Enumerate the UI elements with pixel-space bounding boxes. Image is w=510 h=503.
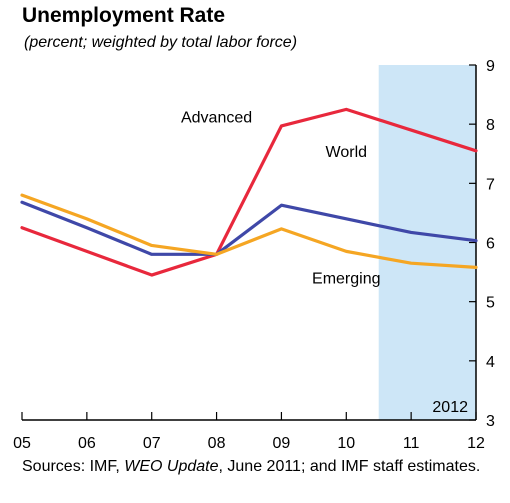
x-tick-label: 11 <box>403 435 420 452</box>
chart-title: Unemployment Rate <box>22 4 226 27</box>
x-tick-label: 05 <box>13 435 31 452</box>
x-tick-label: 06 <box>78 435 96 452</box>
y-tick-label: 3 <box>486 413 495 430</box>
x-tick-label: 07 <box>143 435 161 452</box>
y-tick-label: 7 <box>486 176 495 193</box>
chart-subtitle: (percent; weighted by total labor force) <box>24 34 298 51</box>
x-tick-label: 09 <box>273 435 291 452</box>
projection-shade <box>378 65 476 420</box>
source-italic: WEO Update <box>124 458 219 475</box>
y-tick-label: 6 <box>486 236 495 253</box>
series-line-world <box>20 200 478 256</box>
x-tick-label: 08 <box>208 435 226 452</box>
series-line-emerging <box>20 193 478 269</box>
series-label-emerging: Emerging <box>312 270 380 287</box>
projection-label: 2012 <box>432 399 468 416</box>
series-line-advanced <box>20 107 478 277</box>
source-suffix: , June 2011; and IMF staff estimates. <box>218 458 481 475</box>
y-tick-label: 8 <box>486 117 495 134</box>
x-tick-label: 10 <box>337 435 355 452</box>
y-tick-label: 4 <box>486 354 495 371</box>
y-tick-label: 9 <box>486 58 495 75</box>
y-tick-label: 5 <box>486 295 495 312</box>
x-tick-label: 12 <box>467 435 485 452</box>
source-prefix: Sources: IMF, <box>22 458 125 475</box>
source-note: Sources: IMF, WEO Update, June 2011; and… <box>22 456 492 477</box>
series-label-world: World <box>326 144 368 161</box>
series-label-advanced: Advanced <box>181 109 252 126</box>
